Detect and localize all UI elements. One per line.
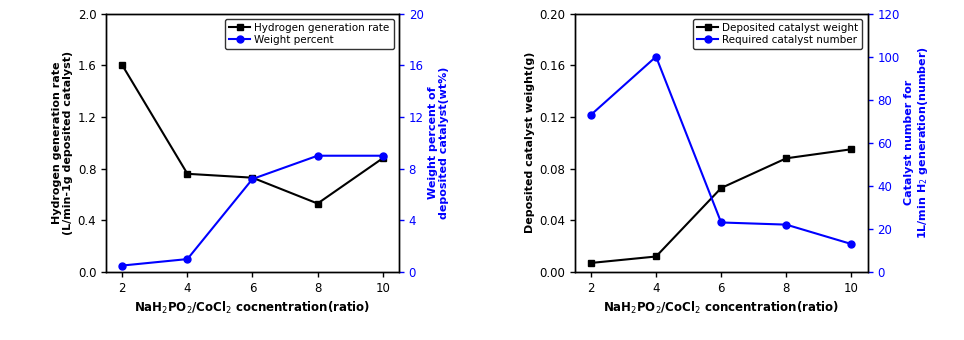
Legend: Hydrogen generation rate, Weight percent: Hydrogen generation rate, Weight percent xyxy=(226,19,393,49)
Y-axis label: Weight percent of
deposited catalyst(wt%): Weight percent of deposited catalyst(wt%… xyxy=(428,67,449,219)
Y-axis label: Catalyst number for
1L/min H$_2$ generation(number): Catalyst number for 1L/min H$_2$ generat… xyxy=(904,46,930,239)
X-axis label: NaH$_2$PO$_2$/CoCl$_2$ concentration(ratio): NaH$_2$PO$_2$/CoCl$_2$ concentration(rat… xyxy=(602,300,840,317)
X-axis label: NaH$_2$PO$_2$/CoCl$_2$ cocnentration(ratio): NaH$_2$PO$_2$/CoCl$_2$ cocnentration(rat… xyxy=(134,300,371,317)
Y-axis label: Deposited catalyst weight(g): Deposited catalyst weight(g) xyxy=(524,52,535,234)
Legend: Deposited catalyst weight, Required catalyst number: Deposited catalyst weight, Required cata… xyxy=(693,19,863,49)
Y-axis label: Hydrogen generation rate
(L/min-1g deposited catalyst): Hydrogen generation rate (L/min-1g depos… xyxy=(52,51,73,235)
